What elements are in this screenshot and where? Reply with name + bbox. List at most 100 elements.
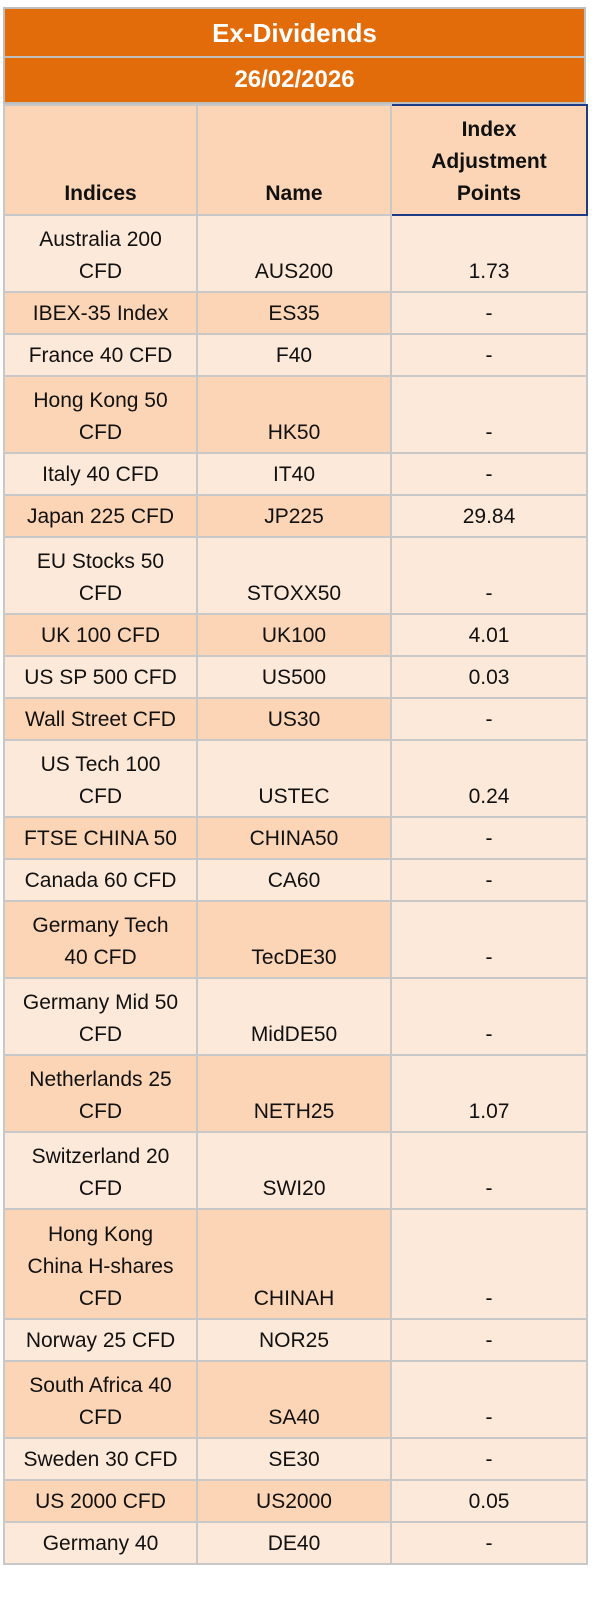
- cell-adjustment-points[interactable]: 4.01: [390, 613, 588, 657]
- cell-adjustment-points[interactable]: -: [390, 1208, 588, 1320]
- table-row: Hong Kong 50 CFD HK50-: [3, 375, 588, 454]
- table-row: Japan 225 CFD JP225 29.84: [3, 494, 588, 538]
- table-row: EU Stocks 50 CFD STOXX50-: [3, 536, 588, 615]
- cell-index[interactable]: Norway 25 CFD: [3, 1318, 198, 1362]
- sheet-date: 26/02/2026: [3, 58, 586, 104]
- table-row: US SP 500 CFD US500 0.03: [3, 655, 588, 699]
- cell-index[interactable]: Germany 40: [3, 1521, 198, 1565]
- table-row: Hong Kong China H-shares CFD CHINAH -: [3, 1208, 588, 1320]
- cell-index[interactable]: Netherlands 25 CFD: [3, 1054, 198, 1133]
- cell-name[interactable]: USTEC: [196, 739, 392, 818]
- cell-adjustment-points[interactable]: -: [390, 1131, 588, 1210]
- cell-name[interactable]: US2000: [196, 1479, 392, 1523]
- cell-index[interactable]: Australia 200 CFD: [3, 214, 198, 293]
- table-row: Germany Tech 40 CFD TecDE30-: [3, 900, 588, 979]
- cell-index[interactable]: Germany Mid 50 CFD: [3, 977, 198, 1056]
- cell-name[interactable]: SWI20: [196, 1131, 392, 1210]
- sheet-title: Ex-Dividends: [3, 7, 586, 58]
- cell-name[interactable]: MidDE50: [196, 977, 392, 1056]
- cell-name[interactable]: US30: [196, 697, 392, 741]
- cell-name[interactable]: SA40: [196, 1360, 392, 1439]
- cell-adjustment-points[interactable]: 1.07: [390, 1054, 588, 1133]
- cell-index[interactable]: Sweden 30 CFD: [3, 1437, 198, 1481]
- cell-adjustment-points[interactable]: -: [390, 858, 588, 902]
- cell-adjustment-points[interactable]: -: [390, 1318, 588, 1362]
- cell-adjustment-points[interactable]: -: [390, 1521, 588, 1565]
- cell-name[interactable]: DE40: [196, 1521, 392, 1565]
- table-row: Australia 200 CFD AUS200 1.73: [3, 214, 588, 293]
- cell-index[interactable]: FTSE CHINA 50: [3, 816, 198, 860]
- cell-name[interactable]: JP225: [196, 494, 392, 538]
- cell-adjustment-points[interactable]: -: [390, 977, 588, 1056]
- cell-adjustment-points[interactable]: -: [390, 452, 588, 496]
- cell-name[interactable]: CHINA50: [196, 816, 392, 860]
- table-header-row: Indices Name Index Adjustment Points: [3, 104, 588, 216]
- table-row: France 40 CFD F40-: [3, 333, 588, 377]
- cell-adjustment-points[interactable]: -: [390, 1360, 588, 1439]
- cell-name[interactable]: F40: [196, 333, 392, 377]
- cell-adjustment-points[interactable]: -: [390, 375, 588, 454]
- cell-name[interactable]: ES35: [196, 291, 392, 335]
- dividends-table: Indices Name Index Adjustment Points Aus…: [3, 104, 588, 1565]
- cell-index[interactable]: France 40 CFD: [3, 333, 198, 377]
- cell-name[interactable]: NETH25: [196, 1054, 392, 1133]
- cell-adjustment-points[interactable]: -: [390, 536, 588, 615]
- cell-adjustment-points[interactable]: 1.73: [390, 214, 588, 293]
- cell-adjustment-points[interactable]: -: [390, 333, 588, 377]
- cell-index[interactable]: US SP 500 CFD: [3, 655, 198, 699]
- table-row: FTSE CHINA 50 CHINA50-: [3, 816, 588, 860]
- table-row: US Tech 100 CFD USTEC 0.24: [3, 739, 588, 818]
- table-row: US 2000 CFD US2000 0.05: [3, 1479, 588, 1523]
- table-row: Italy 40 CFD IT40-: [3, 452, 588, 496]
- cell-index[interactable]: Japan 225 CFD: [3, 494, 198, 538]
- header-index-adjustment-points[interactable]: Index Adjustment Points: [390, 104, 588, 216]
- cell-name[interactable]: IT40: [196, 452, 392, 496]
- cell-index[interactable]: Hong Kong China H-shares CFD: [3, 1208, 198, 1320]
- cell-name[interactable]: TecDE30: [196, 900, 392, 979]
- cell-name[interactable]: NOR25: [196, 1318, 392, 1362]
- cell-adjustment-points[interactable]: -: [390, 697, 588, 741]
- header-indices[interactable]: Indices: [3, 104, 198, 216]
- table-row: Germany 40 DE40-: [3, 1521, 588, 1565]
- cell-adjustment-points[interactable]: -: [390, 1437, 588, 1481]
- cell-name[interactable]: STOXX50: [196, 536, 392, 615]
- cell-adjustment-points[interactable]: 0.05: [390, 1479, 588, 1523]
- cell-adjustment-points[interactable]: -: [390, 900, 588, 979]
- cell-index[interactable]: US 2000 CFD: [3, 1479, 198, 1523]
- cell-index[interactable]: South Africa 40 CFD: [3, 1360, 198, 1439]
- cell-adjustment-points[interactable]: -: [390, 816, 588, 860]
- cell-index[interactable]: Italy 40 CFD: [3, 452, 198, 496]
- cell-adjustment-points[interactable]: 0.03: [390, 655, 588, 699]
- table-row: Wall Street CFD US30-: [3, 697, 588, 741]
- cell-adjustment-points[interactable]: 0.24: [390, 739, 588, 818]
- cell-index[interactable]: Wall Street CFD: [3, 697, 198, 741]
- table-row: IBEX-35 Index ES35-: [3, 291, 588, 335]
- cell-name[interactable]: US500: [196, 655, 392, 699]
- table-row: UK 100 CFD UK100 4.01: [3, 613, 588, 657]
- cell-name[interactable]: HK50: [196, 375, 392, 454]
- table-row: Norway 25 CFD NOR25-: [3, 1318, 588, 1362]
- cell-index[interactable]: Germany Tech 40 CFD: [3, 900, 198, 979]
- table-row: South Africa 40 CFD SA40-: [3, 1360, 588, 1439]
- cell-index[interactable]: UK 100 CFD: [3, 613, 198, 657]
- ex-dividends-sheet: Ex-Dividends 26/02/2026 Indices Name Ind…: [3, 7, 588, 1565]
- table-row: Germany Mid 50 CFD MidDE50-: [3, 977, 588, 1056]
- cell-name[interactable]: UK100: [196, 613, 392, 657]
- cell-index[interactable]: Switzerland 20 CFD: [3, 1131, 198, 1210]
- cell-index[interactable]: Hong Kong 50 CFD: [3, 375, 198, 454]
- cell-name[interactable]: CHINAH: [196, 1208, 392, 1320]
- table-row: Netherlands 25 CFD NETH25 1.07: [3, 1054, 588, 1133]
- cell-name[interactable]: AUS200: [196, 214, 392, 293]
- cell-index[interactable]: IBEX-35 Index: [3, 291, 198, 335]
- cell-name[interactable]: CA60: [196, 858, 392, 902]
- cell-index[interactable]: US Tech 100 CFD: [3, 739, 198, 818]
- table-row: Sweden 30 CFD SE30-: [3, 1437, 588, 1481]
- table-row: Switzerland 20 CFD SWI20-: [3, 1131, 588, 1210]
- cell-index[interactable]: EU Stocks 50 CFD: [3, 536, 198, 615]
- header-name[interactable]: Name: [196, 104, 392, 216]
- table-body: Australia 200 CFD AUS200 1.73 IBEX-35 Index…: [3, 214, 588, 1565]
- cell-index[interactable]: Canada 60 CFD: [3, 858, 198, 902]
- cell-adjustment-points[interactable]: 29.84: [390, 494, 588, 538]
- cell-name[interactable]: SE30: [196, 1437, 392, 1481]
- cell-adjustment-points[interactable]: -: [390, 291, 588, 335]
